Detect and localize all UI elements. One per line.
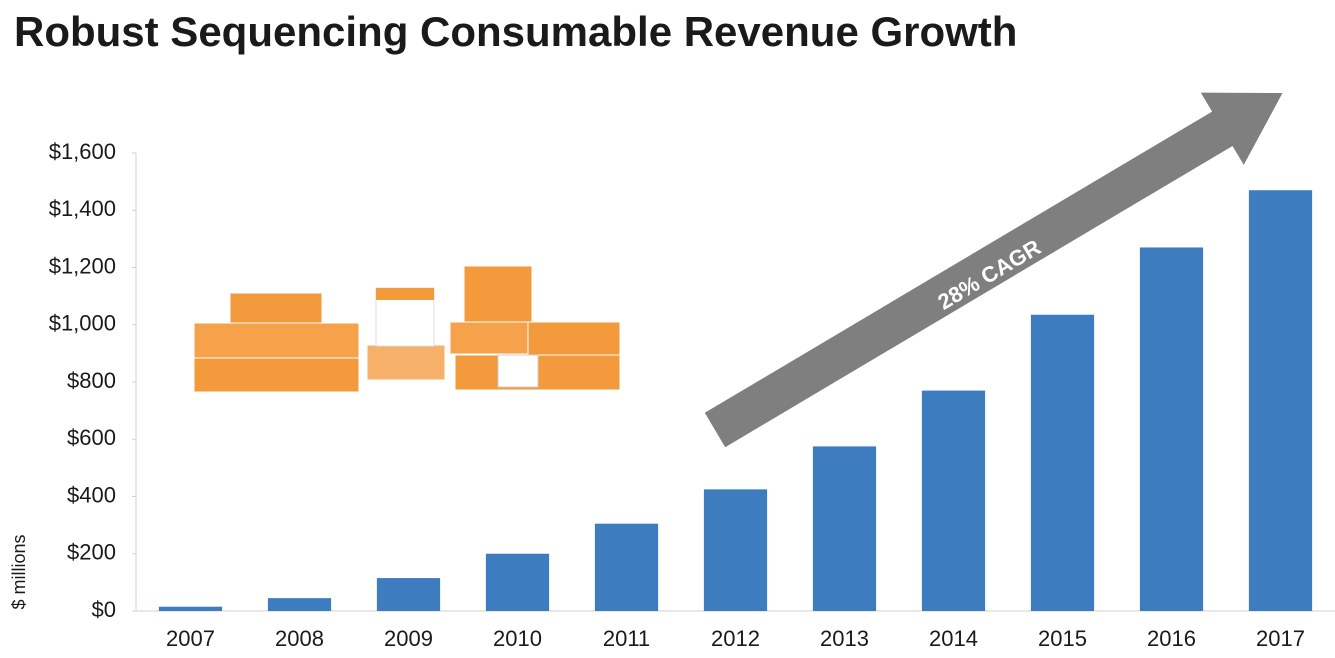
bar <box>1139 247 1204 611</box>
y-tick-label: $1,600 <box>49 139 116 164</box>
bar <box>485 553 550 611</box>
cagr-arrow <box>704 92 1283 448</box>
x-tick-label: 2015 <box>1038 626 1087 651</box>
x-tick-label: 2010 <box>493 626 542 651</box>
x-tick-label: 2017 <box>1256 626 1305 651</box>
y-axis-label: $ millions <box>9 534 29 609</box>
x-tick-label: 2007 <box>166 626 215 651</box>
y-tick-label: $1,000 <box>49 311 116 336</box>
bar <box>1030 314 1095 611</box>
chart-title: Robust Sequencing Consumable Revenue Gro… <box>14 8 1017 55</box>
bar <box>703 489 768 611</box>
y-tick-label: $800 <box>67 368 116 393</box>
y-tick-label: $400 <box>67 482 116 507</box>
bar <box>267 598 332 611</box>
bar <box>158 606 223 611</box>
bar <box>1248 190 1313 611</box>
bar <box>376 578 441 611</box>
x-tick-label: 2014 <box>929 626 978 651</box>
y-tick-label: $0 <box>92 597 116 622</box>
x-tick-label: 2012 <box>711 626 760 651</box>
y-tick-label: $600 <box>67 425 116 450</box>
y-tick-label: $1,200 <box>49 253 116 278</box>
y-tick-label: $200 <box>67 540 116 565</box>
x-tick-label: 2008 <box>275 626 324 651</box>
bar <box>921 390 986 611</box>
x-tick-label: 2013 <box>820 626 869 651</box>
product-image <box>193 265 621 393</box>
y-tick-label: $1,400 <box>49 196 116 221</box>
x-tick-label: 2009 <box>384 626 433 651</box>
bar <box>594 523 659 611</box>
bar <box>812 446 877 611</box>
x-tick-label: 2011 <box>603 626 650 651</box>
x-tick-label: 2016 <box>1147 626 1196 651</box>
